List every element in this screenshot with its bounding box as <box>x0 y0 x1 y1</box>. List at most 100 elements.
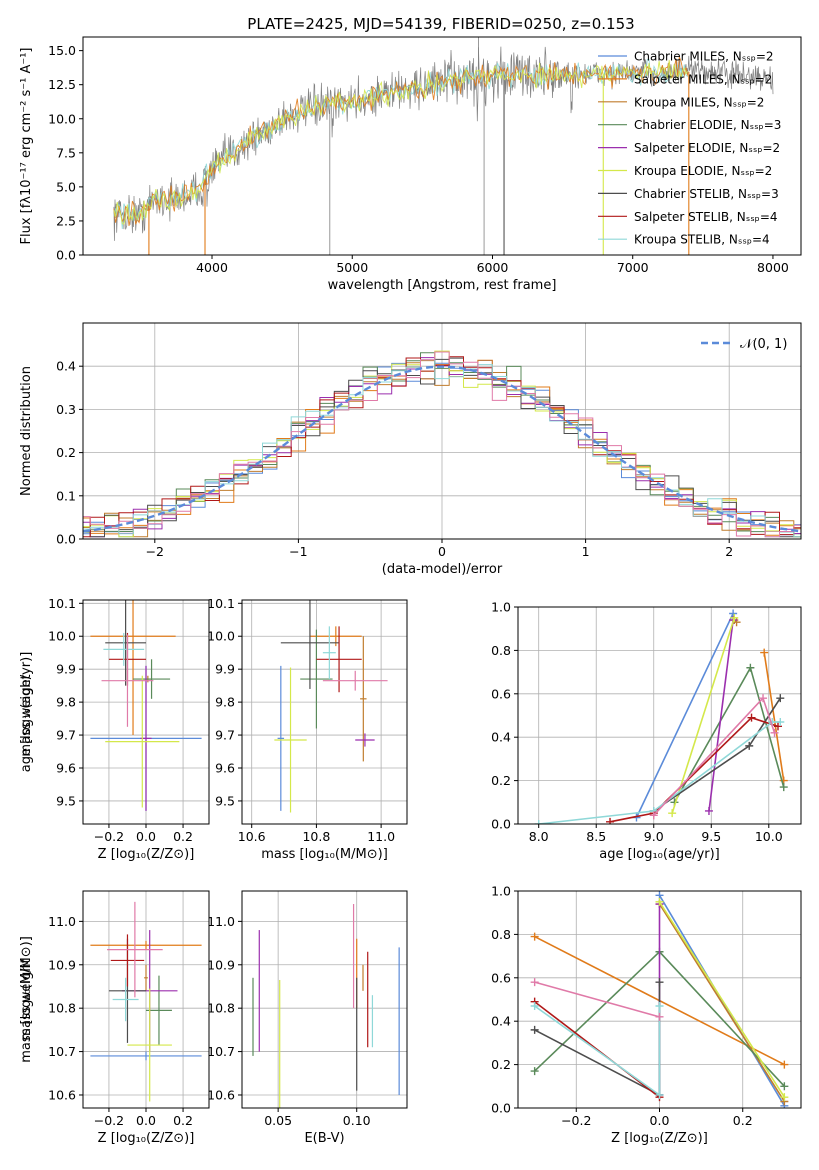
y-tick-label: 12.5 <box>48 77 76 92</box>
mass-weight-marker <box>773 722 782 731</box>
y-tick-label: 2.5 <box>56 213 76 228</box>
y-tick-label: 7.5 <box>56 145 76 160</box>
legend-label: Chabrier STELIB, Nₛₛₚ=3 <box>634 187 779 201</box>
x-tick-label: −2 <box>146 544 164 559</box>
legend-label: Salpeter MILES, Nₛₛₚ=2 <box>634 72 772 86</box>
x-tick-label: 10.8 <box>302 829 330 844</box>
y-tick-label: 0.2 <box>491 1057 511 1072</box>
x-tick-label: 0.05 <box>264 1113 292 1128</box>
plot-area <box>83 350 801 538</box>
plot-area <box>252 904 400 1108</box>
x-axis-label: (data-model)/error <box>382 562 503 577</box>
x-axis-label: E(B-V) <box>304 1131 344 1146</box>
y-tick-label: 0.3 <box>56 402 76 417</box>
mass-weight-line <box>658 901 786 1098</box>
legend-label: Chabrier MILES, Nₛₛₚ=2 <box>634 50 774 64</box>
y-axis-label: Flux [fλ10⁻¹⁷ erg cm⁻² s⁻¹ A⁻¹] <box>19 48 34 245</box>
x-axis-label: wavelength [Angstrom, rest frame] <box>328 278 557 293</box>
x-tick-label: 0.0 <box>650 1113 670 1128</box>
legend-label: 𝒩(0, 1) <box>740 337 787 352</box>
y-tick-label: 10.7 <box>48 1044 76 1059</box>
y-axis-label: mass [log₁₀(M/M⊙)] <box>19 936 34 1063</box>
y-tick-label: 15.0 <box>48 43 76 58</box>
y-tick-label: 10.1 <box>207 596 235 611</box>
residual-histogram <box>83 356 801 538</box>
mass-weight-marker <box>746 663 755 672</box>
age-vs-mass-panel: 10.6 10.8 11.0 9.5 9.6 9.7 9.8 9.9 10.0 10.1 mass … <box>207 596 408 862</box>
x-tick-label: 0.0 <box>136 829 156 844</box>
y-tick-label: 9.5 <box>56 793 76 808</box>
y-tick-label: 11.0 <box>207 914 235 929</box>
x-axis-label: Z [log₁₀(Z/Z⊙)] <box>98 847 195 862</box>
residuals-panel: −2 −1 0 1 2 0.0 0.1 0.2 0.3 0.4 (data-model)/error… <box>19 322 802 577</box>
mass-weight-marker <box>776 718 785 727</box>
legend-label: Salpeter ELODIE, Nₛₛₚ=2 <box>634 141 780 155</box>
mass-weight-marker <box>780 1082 789 1091</box>
x-tick-label: 0.2 <box>733 1113 753 1128</box>
y-tick-label: 0.0 <box>56 248 76 263</box>
y-tick-label: 10.8 <box>207 1001 235 1016</box>
mass-weight-marker <box>704 806 713 815</box>
x-tick-label: −0.2 <box>94 829 124 844</box>
mass-weight-marker <box>759 694 768 703</box>
plot-area <box>530 891 789 1108</box>
y-tick-label: 9.6 <box>215 761 235 776</box>
mass-weight-marker <box>780 1060 789 1069</box>
y-tick-label: 0.4 <box>56 359 76 374</box>
legend-label: Chabrier ELODIE, Nₛₛₚ=3 <box>634 118 781 132</box>
plot-area <box>113 37 774 255</box>
mass-weight-marker <box>779 783 788 792</box>
plot-area <box>90 600 202 811</box>
residual-histogram <box>83 351 801 538</box>
legend-label: Kroupa MILES, Nₛₛₚ=2 <box>634 95 764 109</box>
x-tick-label: 8.5 <box>586 829 606 844</box>
x-axis-label: Z [log₁₀(Z/Z⊙)] <box>98 1131 195 1146</box>
y-tick-label: 9.9 <box>215 662 235 677</box>
plot-area <box>274 600 388 813</box>
x-tick-label: 1 <box>582 544 590 559</box>
x-tick-label: −1 <box>289 544 307 559</box>
y-tick-label: 9.6 <box>56 761 76 776</box>
legend-label: Kroupa STELIB, Nₛₛₚ=4 <box>634 233 770 247</box>
x-tick-label: 0.2 <box>173 1113 193 1128</box>
y-tick-label: 10.0 <box>48 629 76 644</box>
y-tick-label: 5.0 <box>56 179 76 194</box>
y-tick-label: 9.5 <box>215 793 235 808</box>
y-tick-label: 9.8 <box>215 695 235 710</box>
mass-weight-line <box>708 619 734 812</box>
y-tick-label: 0.2 <box>56 445 76 460</box>
y-tick-label: 10.6 <box>48 1087 76 1102</box>
model-spectrum-line <box>113 58 689 230</box>
x-tick-label: 0.10 <box>343 1113 371 1128</box>
axes-frame <box>241 599 408 825</box>
x-tick-label: 0.0 <box>136 1113 156 1128</box>
mass-weight-marker <box>655 978 664 987</box>
y-tick-label: 9.7 <box>215 728 235 743</box>
mass-weight-line <box>658 903 786 1102</box>
mass-weight-line <box>763 652 785 781</box>
mass-weight-line <box>534 1005 661 1097</box>
y-tick-label: 0.4 <box>491 1014 511 1029</box>
x-tick-label: 8000 <box>757 260 789 275</box>
x-tick-label: −0.2 <box>561 1113 591 1128</box>
mass-weight-marker <box>730 613 739 622</box>
mass-weight-marker <box>606 817 615 824</box>
y-tick-label: 9.9 <box>56 662 76 677</box>
mass-weight-marker <box>655 1090 664 1099</box>
mass-weight-marker <box>534 820 543 824</box>
x-tick-label: 9.0 <box>644 829 664 844</box>
mass-weight-marker <box>530 1025 539 1034</box>
axes-frame <box>82 36 802 256</box>
mass-weight-marker <box>655 1012 664 1021</box>
mass-weight-line <box>609 716 779 823</box>
model-spectrum-line <box>113 59 689 225</box>
mass-weight-marker <box>747 713 756 722</box>
y-tick-label: 0.6 <box>491 686 511 701</box>
legend-label: Kroupa ELODIE, Nₛₛₚ=2 <box>634 164 772 178</box>
plot-area <box>534 609 788 824</box>
mass-weight-line <box>534 1001 660 1098</box>
y-tick-label: 9.8 <box>56 695 76 710</box>
age-vs-metallicity-panel: −0.2 0.0 0.2 9.5 9.6 9.7 9.8 9.9 10.0 10.1 Z [log₁… <box>19 596 210 862</box>
x-tick-label: 0 <box>438 544 446 559</box>
